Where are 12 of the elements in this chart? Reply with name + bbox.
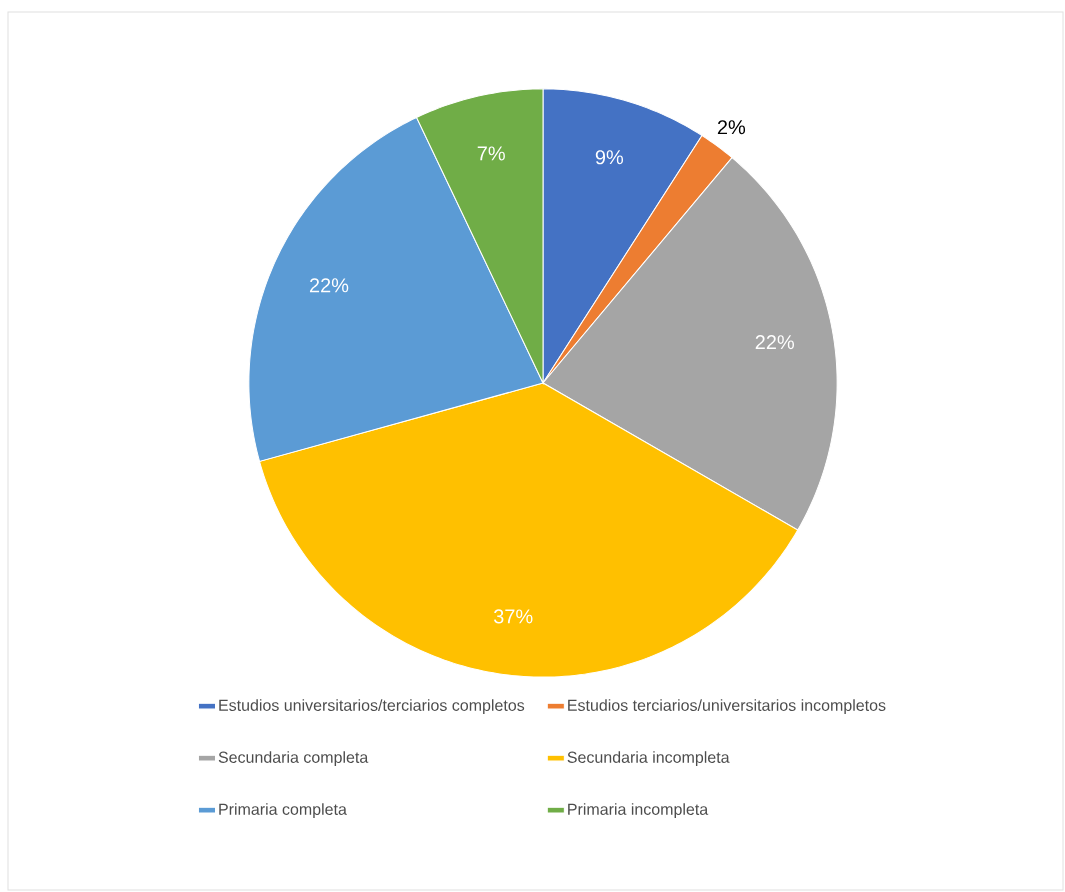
legend-label: Secundaria completa <box>218 751 369 767</box>
data-label: 9% <box>595 150 624 165</box>
legend-label: Estudios universitarios/terciarios completos <box>219 699 525 715</box>
data-label: 22% <box>309 278 349 293</box>
data-label: 7% <box>477 146 505 161</box>
legend-label: Estudios terciarios/universitarios incompletos <box>568 699 886 715</box>
data-label: 2% <box>717 120 746 135</box>
legend-label: Primaria completa <box>219 803 347 819</box>
data-label: 22% <box>755 335 794 350</box>
data-label: 37% <box>493 609 533 624</box>
legend-label: Secundaria incompleta <box>567 751 730 767</box>
legend-label: Primaria incompleta <box>568 803 709 819</box>
